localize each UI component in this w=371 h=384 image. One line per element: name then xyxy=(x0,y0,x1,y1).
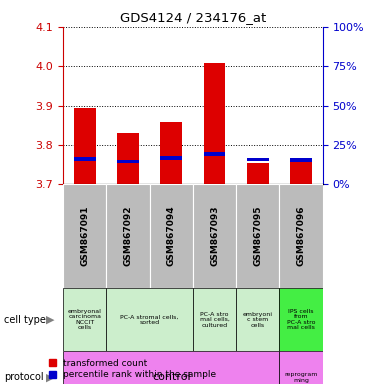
Text: GSM867095: GSM867095 xyxy=(253,206,262,266)
Text: PC-A stromal cells,
sorted: PC-A stromal cells, sorted xyxy=(121,314,179,325)
Legend: transformed count, percentile rank within the sample: transformed count, percentile rank withi… xyxy=(49,359,217,379)
Bar xyxy=(74,108,96,184)
Bar xyxy=(279,351,323,384)
Bar xyxy=(161,156,182,160)
Text: control: control xyxy=(152,372,191,382)
Text: ▶: ▶ xyxy=(46,372,55,382)
Bar xyxy=(204,152,226,156)
Text: reprogram
ming: reprogram ming xyxy=(285,372,318,383)
Text: GSM867094: GSM867094 xyxy=(167,206,176,266)
Bar xyxy=(279,184,323,288)
Bar xyxy=(247,163,269,184)
Bar xyxy=(150,184,193,288)
Title: GDS4124 / 234176_at: GDS4124 / 234176_at xyxy=(120,11,266,24)
Text: GSM867092: GSM867092 xyxy=(124,206,132,266)
Bar xyxy=(236,288,279,351)
Bar xyxy=(63,351,279,384)
Bar xyxy=(106,184,150,288)
Text: embryoni
c stem
cells: embryoni c stem cells xyxy=(243,312,273,328)
Bar xyxy=(117,159,139,164)
Bar xyxy=(63,184,106,288)
Bar xyxy=(63,288,106,351)
Bar xyxy=(204,63,226,184)
Bar xyxy=(247,157,269,162)
Text: cell type: cell type xyxy=(4,314,46,325)
Bar xyxy=(193,184,236,288)
Text: PC-A stro
mal cells,
cultured: PC-A stro mal cells, cultured xyxy=(200,312,230,328)
Text: GSM867093: GSM867093 xyxy=(210,206,219,266)
Text: ▶: ▶ xyxy=(46,314,55,325)
Bar xyxy=(279,288,323,351)
Text: GSM867096: GSM867096 xyxy=(297,206,306,266)
Bar xyxy=(236,184,279,288)
Text: GSM867091: GSM867091 xyxy=(80,206,89,266)
Text: protocol: protocol xyxy=(4,372,43,382)
Bar xyxy=(161,122,182,184)
Bar xyxy=(290,158,312,162)
Bar xyxy=(106,288,193,351)
Text: embryonal
carcinoma
NCCIT
cells: embryonal carcinoma NCCIT cells xyxy=(68,309,102,330)
Bar xyxy=(193,288,236,351)
Bar xyxy=(74,157,96,161)
Bar xyxy=(117,133,139,184)
Bar xyxy=(290,162,312,184)
Text: IPS cells
from
PC-A stro
mal cells: IPS cells from PC-A stro mal cells xyxy=(287,309,315,330)
